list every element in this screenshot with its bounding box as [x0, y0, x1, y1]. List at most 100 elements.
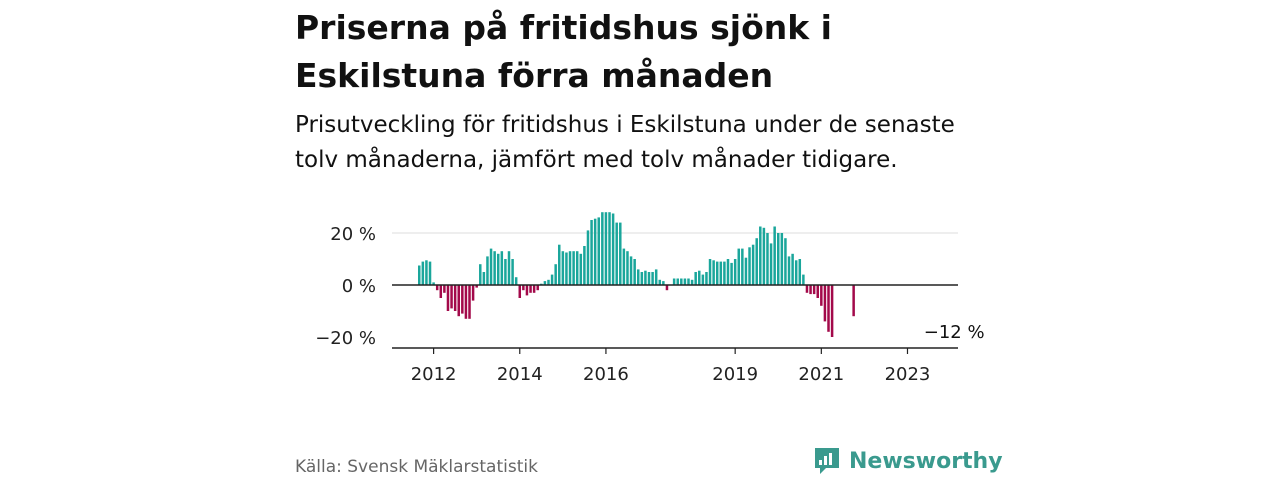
bar: [579, 253, 583, 285]
bar: [730, 262, 733, 285]
bar: [450, 285, 453, 309]
bar: [421, 261, 425, 285]
y-tick-label: 0 %: [342, 276, 376, 297]
subtitle-line-2: tolv månaderna, jämfört med tolv månader…: [295, 147, 898, 173]
bar: [475, 285, 478, 288]
bar: [830, 285, 834, 337]
bar: [802, 274, 805, 285]
bar: [751, 244, 755, 285]
bar: [511, 259, 514, 285]
bar: [683, 278, 687, 285]
bar: [568, 251, 572, 285]
bar: [486, 256, 489, 285]
bar: [461, 285, 464, 314]
bar-series: [418, 212, 855, 337]
bar: [773, 226, 776, 285]
x-tick-label: 2019: [712, 364, 758, 385]
bar: [583, 246, 586, 285]
bar: [798, 259, 802, 285]
bar: [543, 281, 547, 285]
bar: [622, 248, 626, 285]
bar: [518, 285, 522, 298]
x-tick-label: 2014: [497, 364, 543, 385]
newsworthy-logo-icon: [815, 448, 839, 474]
bar: [575, 251, 579, 285]
bar: [737, 248, 741, 285]
bar: [547, 279, 550, 285]
brand-logo: Newsworthy: [813, 446, 1003, 476]
bar: [694, 272, 697, 285]
x-tick-label: 2023: [885, 364, 931, 385]
bar: [665, 285, 669, 291]
bar: [812, 285, 816, 295]
bar: [561, 251, 565, 285]
bar: [418, 265, 421, 285]
bar: [504, 259, 507, 285]
bar: [608, 212, 611, 285]
bar: [464, 285, 468, 319]
y-tick-label: 20 %: [330, 224, 376, 245]
bar: [601, 212, 604, 285]
bar: [525, 285, 529, 296]
bar: [852, 285, 855, 317]
title-line-2: Eskilstuna förra månaden: [295, 56, 774, 95]
bar: [604, 212, 608, 285]
bar: [479, 264, 482, 285]
bar: [446, 285, 450, 311]
bar: [507, 251, 511, 285]
bar: [777, 233, 780, 285]
bar: [794, 260, 798, 285]
bar: [805, 285, 809, 293]
bar: [658, 279, 662, 285]
bar: [733, 259, 737, 285]
bar: [597, 217, 600, 285]
x-tick-label: 2012: [411, 364, 457, 385]
bar: [690, 279, 694, 285]
bar: [590, 220, 593, 285]
bar: [514, 277, 518, 285]
bar: [715, 261, 719, 285]
subtitle-line-1: Prisutveckling för fritidshus i Eskilstu…: [295, 112, 955, 138]
bar: [593, 218, 597, 285]
bar: [719, 261, 723, 285]
bar: [780, 233, 784, 285]
bar: [762, 227, 766, 285]
bar: [644, 270, 647, 285]
bar: [536, 285, 539, 291]
bar: [676, 278, 679, 285]
bar: [554, 264, 557, 285]
chart-title: Priserna på fritidshus sjönk i Eskilstun…: [295, 4, 995, 100]
bar: [672, 278, 676, 285]
bar: [680, 278, 683, 285]
bar: [425, 260, 428, 285]
bar: [823, 285, 827, 322]
bar: [748, 247, 751, 285]
bar: [759, 226, 762, 285]
bar: [701, 274, 705, 285]
bar: [791, 253, 794, 285]
bar: [435, 285, 439, 291]
x-tick-label: 2016: [583, 364, 629, 385]
bar: [662, 281, 665, 285]
bar: [453, 285, 457, 311]
bar: [640, 272, 644, 285]
x-axis-labels: 2012 2014 2016 2019 2021 2023: [411, 348, 931, 385]
bar: [439, 285, 443, 298]
bar: [816, 285, 819, 298]
last-value-annotation: −12 %: [924, 322, 985, 343]
bar: [496, 253, 500, 285]
bar: [755, 238, 758, 285]
bar: [766, 233, 769, 285]
bar: [468, 285, 471, 319]
bar: [820, 285, 823, 306]
chart-subtitle: Prisutveckling för fritidshus i Eskilstu…: [295, 108, 995, 178]
source-note: Källa: Svensk Mäklarstatistik: [295, 457, 538, 477]
bar: [633, 259, 636, 285]
bar: [558, 244, 561, 285]
bar: [744, 257, 748, 285]
title-line-1: Priserna på fritidshus sjönk i: [295, 8, 832, 47]
bar: [651, 272, 654, 285]
bar: [529, 285, 532, 293]
y-tick-label: −20 %: [315, 328, 376, 349]
